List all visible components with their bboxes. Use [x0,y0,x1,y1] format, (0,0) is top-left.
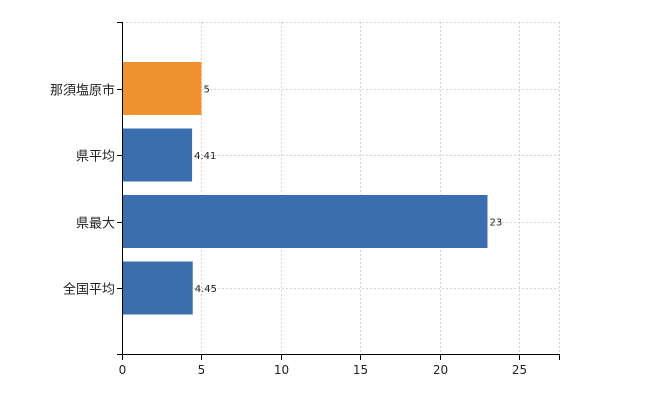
data-label: 5 [203,85,209,96]
data-label: 23 [489,218,502,229]
y-tick-label: 県平均 [76,150,115,165]
axes-layer [117,22,560,360]
data-label: 4.45 [195,284,217,295]
x-tick-label: 25 [512,363,527,377]
bar [122,261,193,315]
x-tick-label: 0 [119,363,127,377]
bars-layer [122,62,488,315]
x-tick-label: 15 [353,363,368,377]
data-label: 4.41 [194,151,216,162]
y-tick-label: 全国平均 [63,282,115,298]
bar [122,62,202,115]
x-tick-label: 10 [274,363,289,377]
bar [122,128,193,182]
y-tick-label: 那須塩原市 [50,83,115,99]
bar [122,195,488,248]
x-tick-label: 5 [198,363,206,377]
x-tick-label: 20 [433,363,448,377]
y-tick-label: 県最大 [76,217,115,232]
